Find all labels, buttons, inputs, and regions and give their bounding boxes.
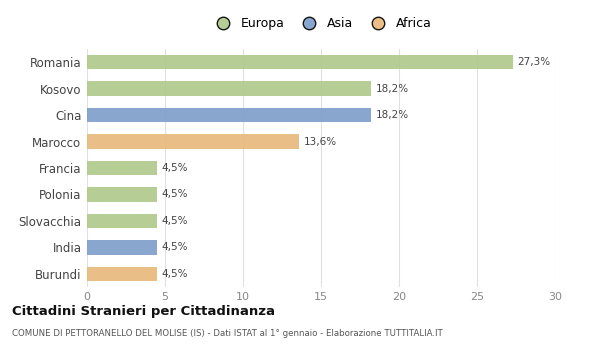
Text: 4,5%: 4,5% (162, 242, 188, 252)
Text: Cittadini Stranieri per Cittadinanza: Cittadini Stranieri per Cittadinanza (12, 304, 275, 317)
Text: 4,5%: 4,5% (162, 216, 188, 226)
Bar (87, 55, 513, 70)
Bar (87, 240, 157, 254)
Text: 27,3%: 27,3% (518, 57, 551, 67)
Bar (87, 134, 299, 149)
Text: 18,2%: 18,2% (376, 84, 409, 94)
Bar (87, 82, 371, 96)
Bar (87, 187, 157, 202)
Text: 4,5%: 4,5% (162, 269, 188, 279)
Bar (87, 214, 157, 228)
Text: 4,5%: 4,5% (162, 189, 188, 200)
Text: 4,5%: 4,5% (162, 163, 188, 173)
Bar (87, 108, 371, 122)
Text: 18,2%: 18,2% (376, 110, 409, 120)
Bar (87, 266, 157, 281)
Legend: Europa, Asia, Africa: Europa, Asia, Africa (205, 12, 437, 35)
Bar (87, 161, 157, 175)
Text: 13,6%: 13,6% (304, 136, 337, 147)
Text: COMUNE DI PETTORANELLO DEL MOLISE (IS) - Dati ISTAT al 1° gennaio - Elaborazione: COMUNE DI PETTORANELLO DEL MOLISE (IS) -… (12, 329, 443, 338)
